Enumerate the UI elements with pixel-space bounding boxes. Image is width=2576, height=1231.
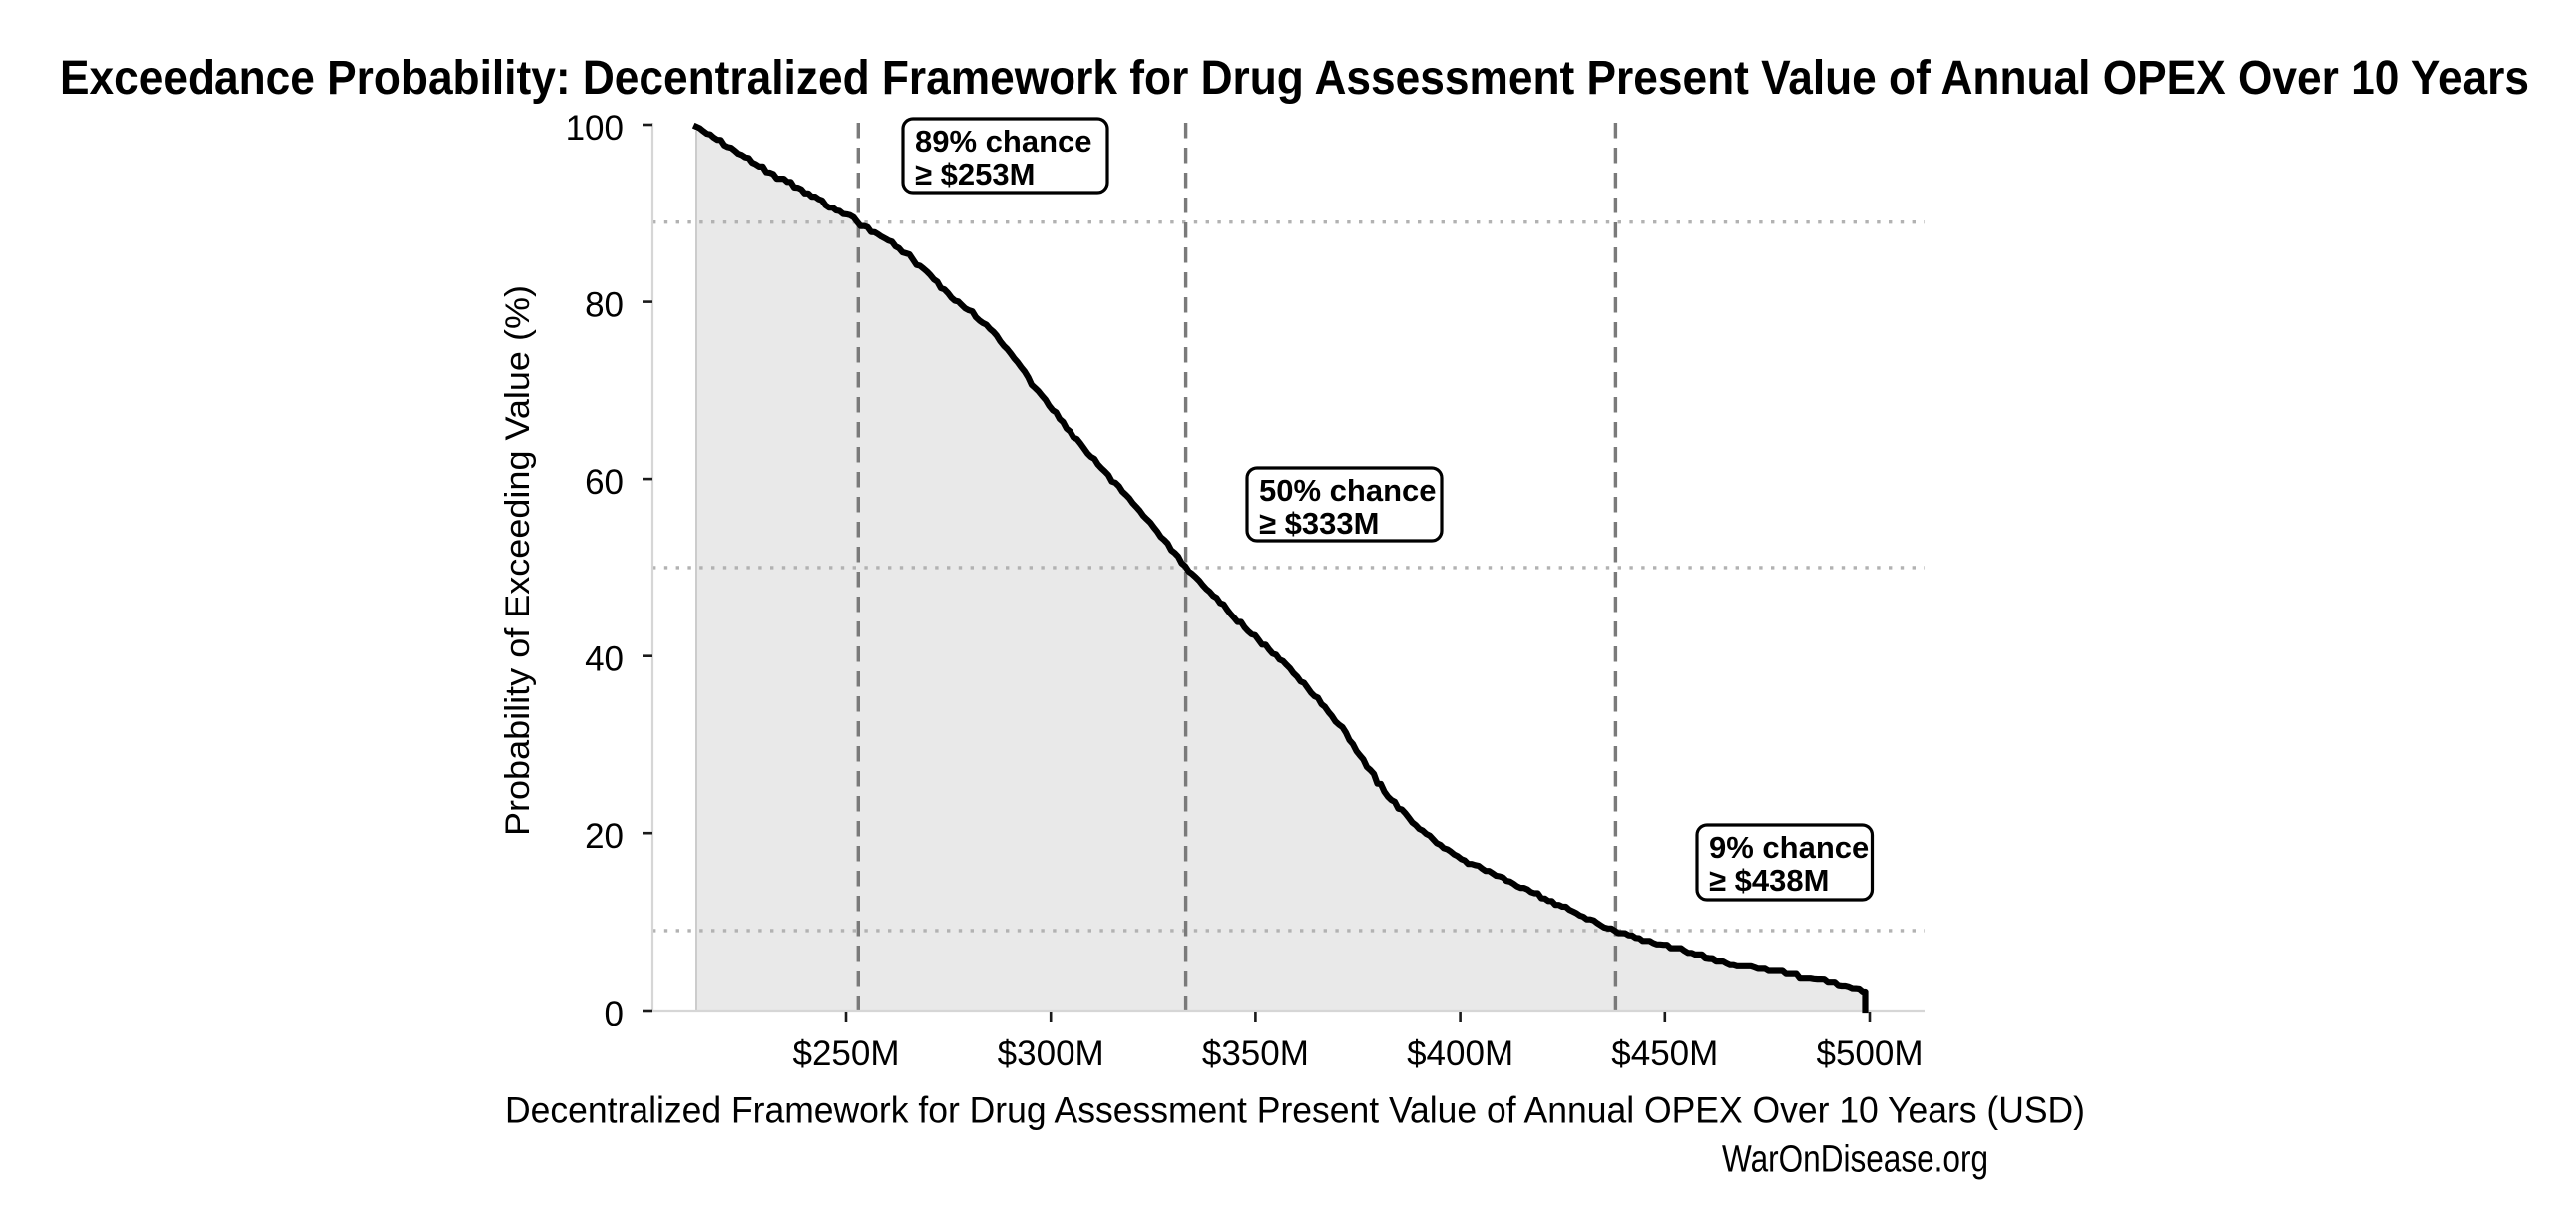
svg-text:$400M: $400M [1407,1034,1513,1073]
svg-text:Exceedance Probability: Decent: Exceedance Probability: Decentralized Fr… [60,52,2529,105]
svg-text:WarOnDisease.org: WarOnDisease.org [1722,1139,1988,1181]
svg-text:≥ $333M: ≥ $333M [1259,506,1379,541]
svg-text:$450M: $450M [1611,1034,1718,1073]
svg-text:Probability of Exceeding Value: Probability of Exceeding Value (%) [499,285,537,836]
svg-text:89% chance: 89% chance [915,124,1092,159]
svg-text:50% chance: 50% chance [1259,473,1437,508]
svg-text:Decentralized Framework for Dr: Decentralized Framework for Drug Assessm… [505,1090,2085,1131]
svg-text:100: 100 [566,109,624,148]
svg-text:$350M: $350M [1202,1034,1309,1073]
svg-text:$250M: $250M [792,1034,899,1073]
svg-text:80: 80 [585,286,624,325]
svg-text:9% chance: 9% chance [1709,830,1869,865]
svg-text:$500M: $500M [1816,1034,1923,1073]
svg-text:≥ $253M: ≥ $253M [915,157,1035,192]
svg-text:20: 20 [585,817,624,856]
svg-text:40: 40 [585,640,624,679]
svg-text:0: 0 [605,995,624,1033]
svg-text:$300M: $300M [998,1034,1104,1073]
svg-text:60: 60 [585,463,624,502]
svg-text:≥ $438M: ≥ $438M [1709,863,1829,898]
